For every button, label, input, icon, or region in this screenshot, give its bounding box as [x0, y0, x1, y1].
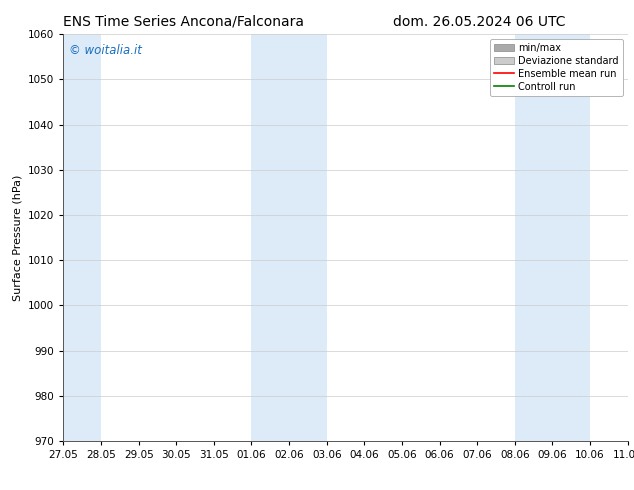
Text: © woitalia.it: © woitalia.it	[69, 45, 142, 57]
Text: dom. 26.05.2024 06 UTC: dom. 26.05.2024 06 UTC	[393, 15, 566, 29]
Bar	[515, 34, 590, 441]
Legend: min/max, Deviazione standard, Ensemble mean run, Controll run: min/max, Deviazione standard, Ensemble m…	[490, 39, 623, 96]
Y-axis label: Surface Pressure (hPa): Surface Pressure (hPa)	[13, 174, 23, 301]
Bar	[63, 34, 101, 441]
Text: ENS Time Series Ancona/Falconara: ENS Time Series Ancona/Falconara	[63, 15, 304, 29]
Bar	[252, 34, 327, 441]
